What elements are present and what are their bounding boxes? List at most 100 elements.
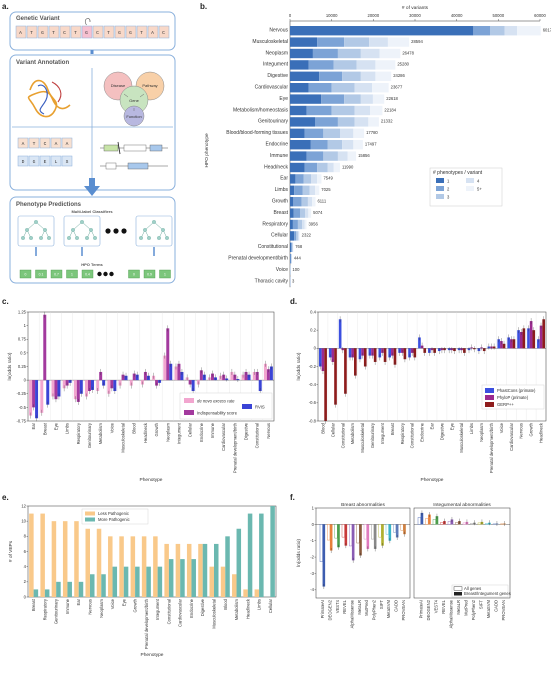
chart-e-bar (34, 589, 39, 597)
tree-node (47, 236, 51, 240)
chart-e-bar (259, 514, 264, 597)
chart-e-category-label: Constitutional (166, 599, 171, 624)
grid-letter: S (66, 159, 69, 165)
chart-f-bar-all (471, 523, 474, 524)
chart-b-bar-segment (290, 254, 291, 263)
chart-d-bar (334, 348, 337, 404)
chart-b-category-label: Thoracic cavity (255, 278, 289, 284)
venn-label-function: Function (126, 114, 141, 119)
multilabel-title: Multi-label Classifiers (71, 209, 113, 214)
chart-e-bar (198, 544, 203, 597)
chart-f-category-label: PROVEAN (501, 600, 506, 620)
chart-b-bar-segment (340, 129, 353, 138)
chart-b-bar-segment (305, 129, 324, 138)
chart-c-ytick: 0.75 (18, 337, 27, 342)
chart-f-category-label: MetaSVM (386, 599, 391, 618)
chart-d-category-label: Nervous (519, 423, 524, 439)
chart-f-legend-swatch (454, 592, 462, 596)
chart-b-bar-segment (307, 106, 332, 115)
chart-e-bar (74, 521, 79, 597)
grid-letter: E (44, 159, 47, 165)
chart-c-bar (29, 380, 32, 415)
venn-label-pathway: Pathway (142, 83, 157, 88)
chart-e-bar (270, 506, 275, 597)
chart-b-title: # of variants (402, 5, 429, 11)
chart-f-category-label: CADD (493, 600, 498, 612)
chart-b-bar-segment (317, 163, 327, 172)
chart-d-category-label: Prenatal development/birth (489, 422, 494, 473)
panel-a-letter: a. (2, 2, 9, 11)
chart-f-category-label: MutPred (364, 599, 369, 615)
chart-b-bar-segment (304, 174, 312, 183)
chart-b-bar-segment (375, 72, 391, 81)
chart-e-category-label: Musculoskeletal (212, 599, 217, 629)
chart-e-bar (243, 589, 248, 597)
chart-f-bar-all (456, 522, 459, 524)
chart-e-bar (63, 521, 68, 597)
chart-f-category-label: SIFT (379, 600, 384, 610)
chart-e-category-label: Genitourinary (54, 598, 59, 624)
chart-b-legend-swatch (466, 178, 474, 183)
chart-c-ytick: -0.75 (16, 418, 26, 423)
tree-node (80, 220, 84, 224)
chart-d-category-label: Growth (529, 422, 534, 436)
chart-b-bar-segment (353, 129, 364, 138)
chart-e-category-label: Blood (223, 598, 228, 609)
panel-f-letter: f. (290, 493, 295, 502)
chart-b-total-label: 28594 (411, 39, 423, 44)
chart-d-category-label: Respiratory (400, 422, 405, 444)
hpo-term-value: 0.4 (85, 273, 90, 277)
chart-f-category-label: DEOGEN2 (328, 599, 333, 620)
chart-d-category-label: Cardiovascular (509, 422, 514, 451)
chart-b-bar-segment (290, 106, 307, 115)
chart-b-category-label: Limbs (275, 187, 289, 193)
tree-node (89, 228, 93, 232)
chart-e-bar (108, 536, 113, 597)
chart-f-bar-subset (330, 524, 333, 550)
panel-c-letter: c. (2, 297, 9, 306)
chart-b-bar-segment (348, 151, 357, 160)
chart-b-bar-segment (309, 83, 332, 92)
chart-b-category-label: Nervous (269, 28, 288, 34)
chart-c-ytick: 0.25 (18, 364, 27, 369)
chart-f-bar-all (393, 524, 396, 532)
chart-f-bar-all (386, 524, 389, 534)
chart-b-bar-segment (309, 60, 334, 69)
chart-e-bar (187, 544, 192, 597)
chart-f-category-label: PrimateAI (320, 600, 325, 618)
chart-e-bar (237, 529, 242, 597)
chart-e-bar (225, 536, 230, 597)
grid-letter: A (55, 141, 58, 147)
chart-b-bar-segment (338, 117, 355, 126)
chart-b-total-label: 7549 (323, 176, 333, 181)
chart-f-bar-all (327, 524, 330, 540)
chart-c-legend-swatch (184, 398, 194, 403)
chart-e-ylabel: # of VEPs (8, 540, 14, 562)
chart-c-ylabel: ln(odds ratio) (7, 352, 13, 380)
chart-b-bar-segment (311, 174, 317, 183)
chart-e-ytick: 2 (24, 579, 27, 584)
chart-d-category-label: Head/neck (539, 422, 544, 443)
sequence-base: G (129, 30, 132, 36)
chart-c-category-label: Neoplasm (165, 422, 170, 441)
chart-e-bar (214, 544, 219, 597)
chart-e-bar (221, 567, 226, 597)
tree-node (75, 236, 79, 240)
chart-b-total-label: 22618 (386, 96, 398, 101)
ellipsis-dot-icon (103, 272, 107, 276)
chart-c-legend-label: de novo excess rate (197, 398, 235, 403)
chart-b-total-label: 444 (294, 256, 302, 261)
chart-f-bar-all (320, 524, 323, 561)
tree-node (34, 220, 38, 224)
chart-c-ytick: 1 (24, 323, 27, 328)
chart-d-category-label: Musculoskeletal (360, 423, 365, 453)
chart-b-category-label: Cardiovascular (255, 85, 289, 91)
chart-e-bar (191, 559, 196, 597)
chart-f-bar-all (371, 524, 374, 539)
chart-c-category-label: Cellular (188, 422, 193, 437)
chart-d-bar (339, 319, 342, 348)
chart-c-category-label: Endocrine (199, 422, 204, 442)
chart-d-bar (530, 321, 533, 348)
